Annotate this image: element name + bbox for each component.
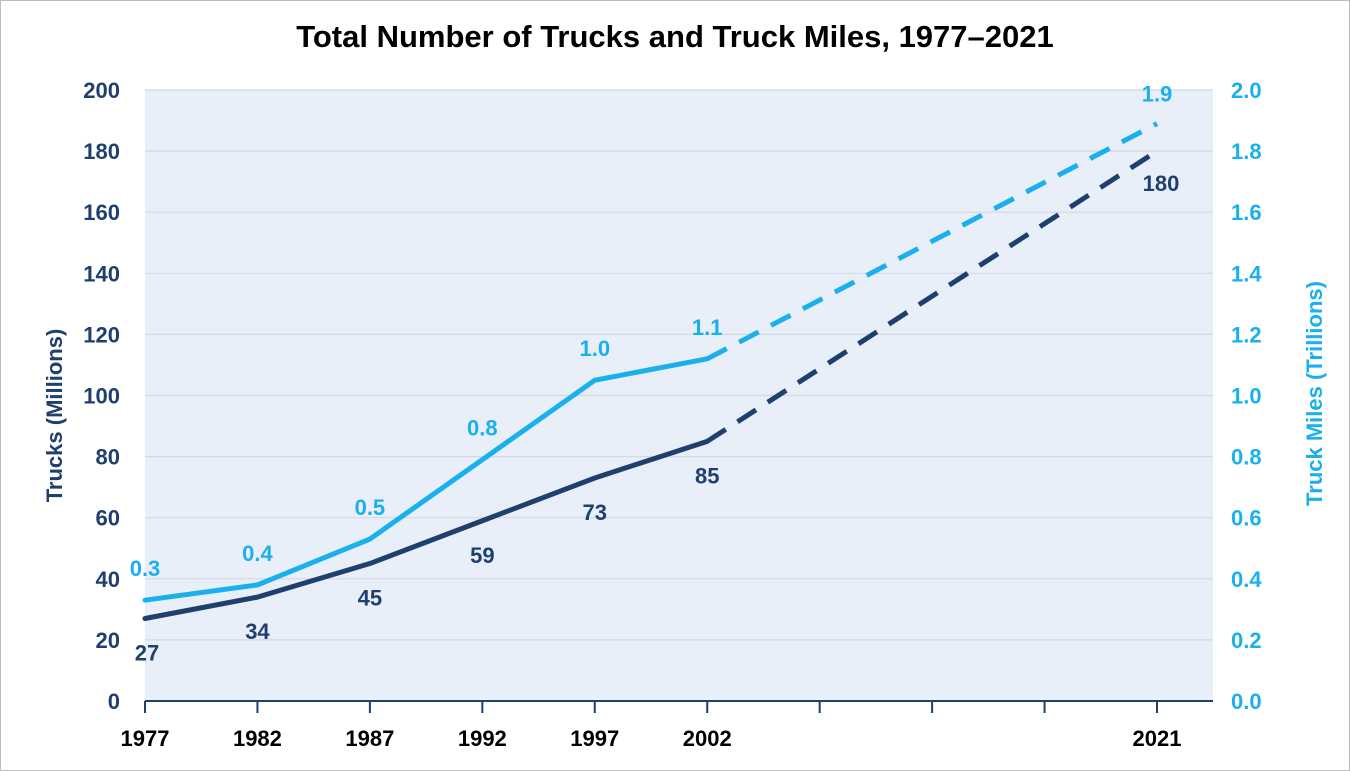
y-tick-right: 0.0	[1231, 689, 1262, 714]
x-tick-label: 1977	[121, 726, 170, 751]
data-label: 0.8	[467, 416, 498, 441]
series-projection-1	[705, 148, 1159, 444]
y-tick-right: 1.4	[1231, 261, 1262, 286]
chart-title: Total Number of Trucks and Truck Miles, …	[296, 19, 1054, 54]
y-tick-right: 0.6	[1231, 506, 1262, 531]
data-label: 0.3	[130, 556, 161, 581]
x-tick-label: 2021	[1133, 726, 1182, 751]
x-tick-label: 1982	[233, 726, 282, 751]
y-tick-right: 1.2	[1231, 322, 1262, 347]
y-tick-right: 1.8	[1231, 139, 1262, 164]
series-line-1	[142, 438, 710, 622]
x-tick-label: 1992	[458, 726, 507, 751]
y-tick-left: 120	[83, 322, 120, 347]
y-tick-left: 0	[108, 689, 120, 714]
y-tick-left: 60	[96, 506, 120, 531]
series-projection-2	[706, 121, 1159, 362]
y-tick-left: 200	[83, 78, 120, 103]
data-label: 85	[695, 463, 719, 488]
y-tick-left: 100	[83, 384, 120, 409]
series-line-2	[142, 356, 710, 603]
x-tick-label: 1997	[570, 726, 619, 751]
data-label: 1.1	[692, 315, 723, 340]
y-axis-label-right: Truck Miles (Trillions)	[1302, 281, 1327, 506]
y-tick-left: 160	[83, 200, 120, 225]
gridlines	[145, 89, 1213, 641]
y-tick-left: 40	[96, 567, 120, 592]
y-tick-left: 80	[96, 445, 120, 470]
data-label: 1.9	[1142, 82, 1173, 107]
y-tick-left: 140	[83, 261, 120, 286]
data-label: 73	[583, 500, 607, 525]
data-label: 1.0	[579, 336, 610, 361]
data-label: 27	[135, 641, 159, 666]
y-tick-right: 0.4	[1231, 567, 1262, 592]
series-lines	[142, 121, 1159, 622]
tick-labels: 0 20 40 60 80 100 120 140 160 180 200 0.0 0.2 0.4 0.6 0…	[83, 78, 1262, 751]
data-labels: 27 34 45 59 73 85 180 0.3 0.4 0.5 0.8 1.0 1.1 1.9	[130, 82, 1180, 666]
y-tick-right: 0.8	[1231, 445, 1262, 470]
y-tick-right: 2.0	[1231, 78, 1262, 103]
data-label: 0.4	[242, 541, 273, 566]
y-tick-left: 20	[96, 628, 120, 653]
data-label: 59	[470, 543, 494, 568]
y-tick-right: 1.6	[1231, 200, 1262, 225]
y-tick-left: 180	[83, 139, 120, 164]
y-axis-label-left: Trucks (Millions)	[42, 329, 67, 503]
x-tick-label: 1987	[345, 726, 394, 751]
axes	[144, 700, 1213, 713]
y-tick-right: 0.2	[1231, 628, 1262, 653]
data-label: 34	[245, 619, 270, 644]
y-tick-right: 1.0	[1231, 384, 1262, 409]
x-tick-label: 2002	[683, 726, 732, 751]
data-label: 180	[1143, 171, 1180, 196]
data-label: 0.5	[355, 495, 386, 520]
data-label: 45	[358, 586, 382, 611]
